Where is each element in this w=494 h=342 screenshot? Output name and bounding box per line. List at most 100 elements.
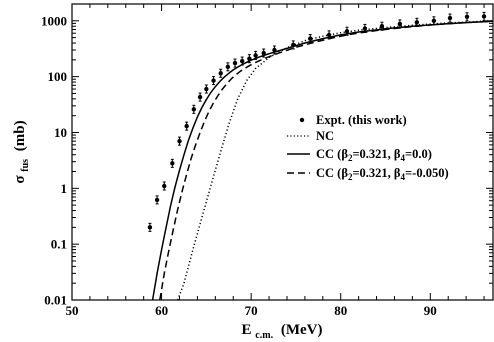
legend-marker-expt	[299, 117, 305, 123]
x-axis-label: E c.m. (MeV)	[242, 322, 323, 342]
data-point	[225, 62, 231, 72]
data-point-marker	[253, 53, 258, 58]
data-point	[154, 195, 160, 205]
data-point-marker	[261, 50, 266, 56]
data-point-marker	[154, 197, 160, 203]
data-point	[362, 23, 368, 33]
data-point	[170, 158, 175, 168]
data-point-marker	[204, 86, 209, 92]
y-axis-label-main: σ	[12, 175, 28, 184]
data-point-marker	[326, 32, 332, 38]
legend-entry-cc-b4-neg: CC (β2=0.321, β4=-0.050)	[287, 166, 449, 182]
data-point-marker	[247, 56, 252, 61]
x-tick-label: 80	[334, 303, 347, 318]
legend-label-cc-b4-neg: CC (β2=0.321, β4=-0.050)	[316, 166, 449, 182]
data-point	[239, 56, 245, 66]
data-point-marker	[464, 14, 470, 19]
data-point-marker	[170, 161, 175, 166]
data-point	[447, 13, 453, 23]
x-tick-labels: 50 60 70 80 90	[66, 303, 437, 318]
data-point	[147, 222, 153, 232]
legend-label-cc-b4-0: CC (β2=0.321, β4=0.0)	[316, 147, 432, 163]
legend-cc1-tail: =0.0)	[405, 147, 432, 161]
legend-label-nc: NC	[316, 129, 334, 143]
x-tick-label: 70	[245, 303, 258, 318]
data-point-marker	[362, 26, 368, 31]
data-point-marker	[397, 21, 403, 27]
y-tick-label: 1000	[41, 13, 67, 28]
data-point	[218, 68, 223, 78]
experimental-points	[147, 11, 487, 232]
x-tick-label: 60	[155, 303, 168, 318]
data-point	[326, 30, 332, 40]
data-point-marker	[218, 71, 223, 76]
data-point-marker	[162, 183, 167, 189]
data-point-marker	[239, 58, 245, 64]
legend-cc1-lead: CC (β	[316, 147, 348, 161]
data-point	[204, 84, 209, 94]
y-tick-labels: 0.01 0.1 1 10 100 1000	[41, 13, 67, 307]
legend-cc1-mid: =0.321, β	[352, 147, 400, 161]
data-point	[191, 104, 197, 114]
legend-cc2-mid: =0.321, β	[352, 166, 400, 180]
data-point-marker	[197, 94, 203, 100]
data-point	[184, 121, 189, 131]
y-tick-label: 10	[54, 125, 67, 140]
data-point	[211, 76, 216, 86]
data-point-marker	[344, 29, 350, 34]
legend-cc2-tail: =-0.050)	[405, 166, 449, 180]
data-point	[431, 16, 437, 26]
data-point	[253, 50, 258, 60]
legend-cc2-lead: CC (β	[316, 166, 348, 180]
data-point	[197, 92, 203, 102]
legend-cc2-sub1: 2	[348, 172, 353, 182]
legend-entry-cc-b4-0: CC (β2=0.321, β4=0.0)	[287, 147, 432, 163]
data-point	[177, 136, 182, 146]
x-axis-label-sub: c.m.	[255, 330, 273, 341]
data-point	[464, 12, 470, 22]
legend-cc1-sub2: 4	[401, 153, 406, 163]
data-point-marker	[447, 15, 453, 21]
data-point	[261, 48, 266, 58]
data-point-marker	[431, 18, 437, 24]
y-axis-label-unit: (mb)	[12, 120, 28, 151]
y-tick-label: 0.1	[51, 237, 67, 252]
legend-cc2-sub2: 4	[401, 172, 406, 182]
data-point-marker	[211, 78, 216, 83]
x-axis-label-unit: (MeV)	[281, 322, 323, 338]
data-point-marker	[379, 24, 385, 29]
data-point	[272, 45, 277, 55]
data-point-marker	[191, 107, 197, 112]
plot-frame	[71, 3, 494, 301]
data-point-marker	[232, 60, 238, 66]
y-tick-label: 1	[61, 181, 68, 196]
data-point	[308, 34, 313, 44]
data-point-marker	[147, 225, 153, 230]
y-tick-label: 100	[48, 69, 68, 84]
x-tick-label: 50	[66, 303, 79, 318]
y-axis-label-sub: fus	[20, 159, 31, 172]
data-point	[247, 54, 252, 64]
y-tick-label: 0.01	[44, 293, 67, 308]
data-point-marker	[481, 14, 487, 19]
data-point	[481, 11, 487, 21]
data-point-marker	[177, 138, 182, 144]
data-point	[291, 40, 296, 50]
legend-label-expt: Expt. (this work)	[316, 113, 407, 127]
data-point-marker	[291, 42, 296, 48]
y-axis-label: σ fus (mb)	[12, 120, 32, 183]
data-point	[397, 19, 403, 29]
data-point	[379, 21, 385, 31]
cc-beta4-neg-curve	[159, 20, 493, 300]
x-tick-label: 90	[424, 303, 437, 318]
data-point	[414, 17, 420, 27]
data-point-marker	[184, 123, 189, 129]
data-point	[232, 58, 238, 68]
data-point-marker	[308, 36, 313, 41]
data-point-marker	[225, 64, 231, 70]
data-point-marker	[414, 20, 420, 25]
data-point	[162, 181, 167, 191]
data-point-marker	[272, 47, 277, 53]
legend-cc1-sub1: 2	[348, 153, 353, 163]
